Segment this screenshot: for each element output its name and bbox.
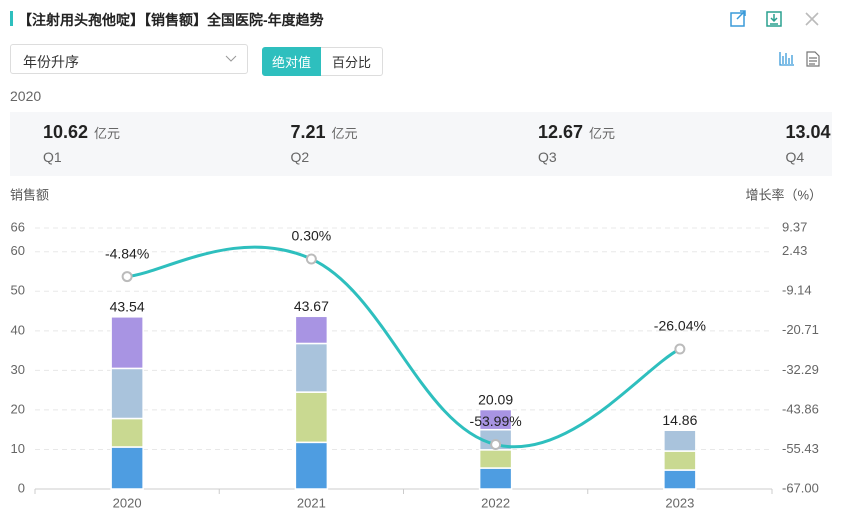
y2-tick-label: -43.86: [782, 401, 819, 416]
kpi-value: 12.67: [538, 122, 584, 142]
chart: 销售额 增长率（%） 0 10 20 30 40 50 60 66 -67.00 -55.43 -43.…: [10, 187, 822, 510]
bar-segment: [663, 429, 697, 452]
kpi-row: 12.67 亿元: [538, 122, 615, 143]
bar-total-label: 43.54: [110, 299, 145, 315]
y2-tick-label: 9.37: [782, 219, 807, 234]
kpi-label: Q4: [785, 149, 805, 165]
kpi-label: Q3: [538, 149, 557, 165]
view-icons[interactable]: [777, 50, 822, 68]
year-label: 2020: [10, 88, 42, 104]
kpi-row: 7.21 亿元: [291, 122, 358, 143]
kpi-label: Q1: [43, 149, 62, 165]
kpi-label: Q2: [290, 149, 310, 165]
kpi-value: 13.04: [785, 122, 831, 142]
y-tick-label: 30: [11, 362, 25, 377]
x-tick-label: 2021: [297, 495, 326, 510]
kpi-unit: 亿元: [589, 126, 616, 141]
kpi-strip: 10.62 亿元 Q1 7.21 亿元 Q2 12.67 亿元 Q3 13.04亿元 Q4: [10, 112, 832, 176]
growth-label: -53.99%: [470, 413, 522, 429]
toggle: 绝对值 百分比: [262, 47, 384, 76]
growth-point: [674, 343, 686, 355]
kpi-value: 7.21: [290, 122, 326, 142]
title-bar: [10, 11, 13, 26]
y-tick-label: 10: [11, 441, 25, 456]
bar-segment: [663, 469, 697, 490]
bar-segment: [478, 449, 513, 469]
growth-label: -4.84%: [105, 245, 149, 261]
kpi-value: 10.62: [43, 122, 89, 142]
kpi-item: 12.67 亿元 Q3: [538, 122, 615, 165]
y2-tick-label: -32.29: [782, 362, 819, 377]
toggle-percent[interactable]: 百分比: [321, 47, 384, 76]
bar-segment: [110, 316, 144, 370]
bar-segment: [110, 367, 144, 420]
y-tick-label: 20: [11, 401, 25, 416]
title: 【注射用头孢他啶】【销售额】全国医院-年度趋势: [18, 12, 324, 28]
dropdown-arrow: [225, 55, 237, 62]
kpi-item: 13.04亿元 Q4: [786, 122, 833, 165]
sort-label: 年份升序: [23, 54, 79, 70]
growth-point: [305, 253, 317, 265]
bar-segment: [478, 408, 513, 431]
toggle-absolute[interactable]: 绝对值: [262, 47, 322, 76]
growth-point: [490, 439, 502, 451]
y-tick-label: 50: [11, 283, 25, 298]
y-tick-label: 60: [11, 243, 25, 258]
kpi-row: 13.04亿元: [786, 122, 833, 143]
y2-axis-title: 增长率（%）: [745, 187, 822, 202]
bar-segment: [294, 441, 329, 490]
sort-dropdown[interactable]: 年份升序: [10, 44, 248, 74]
y-axis-title: 销售额: [10, 187, 49, 202]
growth-line: [126, 245, 681, 449]
y2-tick-label: -20.71: [782, 322, 819, 337]
bar-total-label: 20.09: [478, 391, 513, 407]
bar-segment: [110, 446, 144, 490]
bar-segment: [294, 315, 329, 345]
bar-segment: [294, 342, 329, 393]
x-tick-label: 2020: [113, 495, 142, 510]
bar-total-label: 14.86: [662, 412, 697, 428]
y2-tick-label: 2.43: [782, 243, 807, 258]
y2-tick-label: -9.14: [782, 283, 812, 298]
kpi-row: 10.62 亿元: [43, 122, 120, 143]
y2-tick-label: -55.43: [782, 441, 819, 456]
bar-segment: [110, 417, 144, 448]
bar-segment: [663, 450, 697, 471]
y-tick-label: 66: [11, 219, 25, 234]
x-tick-label: 2022: [481, 495, 510, 510]
growth-label: -26.04%: [654, 318, 706, 334]
y2-tick-label: -67.00: [782, 480, 819, 495]
kpi-item: 10.62 亿元 Q1: [43, 122, 120, 165]
bar-segment: [294, 391, 329, 444]
growth-point: [121, 271, 133, 283]
bar-segment: [478, 467, 513, 490]
kpi-unit: 亿元: [94, 126, 121, 141]
y-tick-label: 40: [11, 322, 25, 337]
bar-total-label: 43.67: [294, 298, 329, 314]
x-tick-label: 2023: [665, 495, 694, 510]
kpi-item: 7.21 亿元 Q2: [291, 122, 358, 165]
header-icons[interactable]: [728, 9, 828, 31]
kpi-unit: 亿元: [331, 126, 358, 141]
y-tick-label: 0: [18, 480, 25, 495]
growth-label: 0.30%: [292, 228, 332, 244]
